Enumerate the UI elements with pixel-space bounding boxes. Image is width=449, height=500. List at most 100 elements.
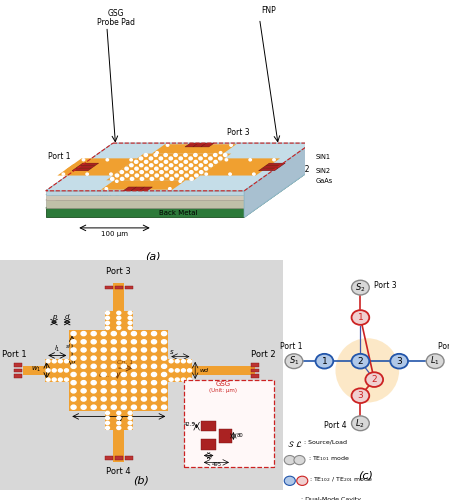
Polygon shape [46,143,312,191]
Circle shape [91,405,96,409]
Text: : Source/Load: : Source/Load [304,440,347,444]
Circle shape [71,340,76,344]
Circle shape [151,380,157,384]
Circle shape [111,389,116,393]
Circle shape [71,389,76,393]
Text: Port 1: Port 1 [280,342,303,350]
Circle shape [132,340,136,344]
Polygon shape [46,195,244,200]
Text: wd: wd [199,368,208,373]
Circle shape [71,364,76,368]
Circle shape [141,372,146,376]
Circle shape [117,416,121,420]
Circle shape [71,397,76,401]
Circle shape [91,356,96,360]
Bar [115,456,123,460]
Circle shape [121,364,126,368]
Circle shape [205,173,207,175]
Circle shape [106,322,110,324]
Circle shape [284,476,295,486]
Text: 2: 2 [288,478,292,484]
Circle shape [189,164,193,166]
Circle shape [132,389,136,393]
Polygon shape [76,166,95,168]
Circle shape [169,164,173,166]
Circle shape [169,378,173,381]
Circle shape [71,332,76,336]
Circle shape [188,369,192,372]
Circle shape [128,322,132,324]
Circle shape [220,152,222,154]
Circle shape [155,174,158,177]
Circle shape [188,378,192,381]
Circle shape [151,348,157,352]
Bar [168,359,192,382]
Circle shape [125,174,128,177]
Text: M2: M2 [246,150,257,159]
Circle shape [214,154,217,156]
Circle shape [121,380,126,384]
Polygon shape [244,147,312,200]
Text: GaAs: GaAs [316,178,333,184]
Circle shape [117,312,121,314]
Bar [125,286,132,290]
Text: Port 1: Port 1 [48,152,70,161]
Circle shape [91,380,96,384]
Circle shape [132,405,136,409]
Circle shape [65,369,68,372]
Circle shape [168,188,171,190]
Circle shape [46,378,50,381]
Circle shape [352,280,369,295]
Circle shape [58,360,62,363]
Circle shape [91,364,96,368]
Circle shape [184,154,187,156]
Circle shape [106,312,110,314]
Circle shape [101,332,106,336]
Circle shape [189,157,192,160]
Bar [14,374,22,378]
Circle shape [141,397,146,401]
Circle shape [184,160,188,164]
Text: 2: 2 [300,478,304,484]
Circle shape [101,380,106,384]
Circle shape [125,167,128,170]
Circle shape [185,167,188,170]
Bar [14,364,22,367]
Circle shape [162,405,167,409]
Circle shape [65,360,68,363]
Text: w: w [116,416,122,422]
Polygon shape [266,163,285,166]
Circle shape [101,348,106,352]
Circle shape [194,160,198,164]
Circle shape [120,170,123,173]
Polygon shape [152,144,236,154]
Text: Port 1: Port 1 [2,350,26,358]
Circle shape [71,348,76,352]
Circle shape [165,167,168,170]
Circle shape [165,174,168,177]
Circle shape [284,456,295,464]
Circle shape [175,378,179,381]
Bar [115,286,123,290]
Circle shape [111,340,116,344]
Circle shape [175,360,179,363]
Circle shape [106,422,110,424]
Circle shape [159,164,163,166]
Circle shape [128,412,132,414]
Circle shape [179,157,182,160]
Polygon shape [262,166,282,168]
Circle shape [135,167,138,170]
Text: FNP: FNP [261,6,276,15]
Circle shape [106,412,110,414]
Polygon shape [139,187,152,191]
Circle shape [169,157,172,160]
Text: Port 2: Port 2 [438,342,449,350]
Text: 42.5: 42.5 [184,422,195,427]
Circle shape [188,360,192,363]
Text: 2: 2 [371,375,377,384]
Circle shape [219,157,222,160]
Circle shape [121,340,126,344]
Circle shape [209,164,212,166]
Circle shape [121,356,126,360]
Circle shape [294,456,305,464]
